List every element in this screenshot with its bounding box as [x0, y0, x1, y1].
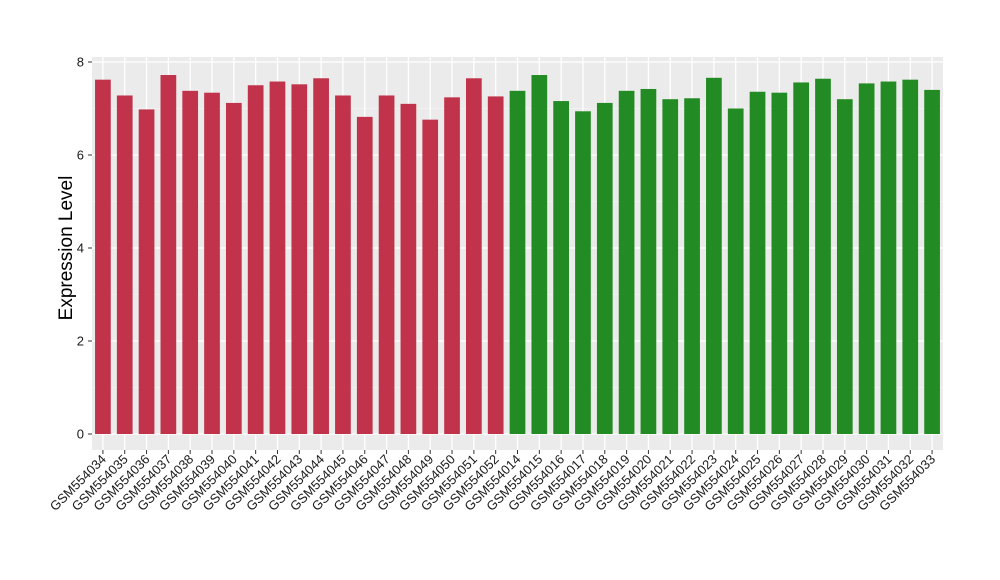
- bars: [95, 75, 940, 435]
- bar-GSM554030: [858, 83, 875, 434]
- bar-GSM554015: [531, 75, 548, 435]
- bar-GSM554025: [749, 91, 766, 434]
- y-tick-label: 6: [77, 148, 84, 163]
- bar-GSM554031: [880, 81, 897, 434]
- bar-GSM554017: [575, 111, 591, 434]
- bar-GSM554033: [924, 89, 940, 435]
- bar-GSM554029: [836, 99, 853, 434]
- bar-GSM554022: [684, 98, 700, 435]
- bar-GSM554019: [618, 90, 635, 434]
- bar-GSM554020: [640, 88, 657, 434]
- bar-GSM554048: [400, 103, 417, 434]
- bar-GSM554026: [771, 92, 788, 434]
- bar-GSM554047: [378, 95, 395, 434]
- bar-GSM554046: [356, 116, 373, 435]
- bar-GSM554043: [291, 84, 308, 434]
- bar-GSM554049: [422, 119, 439, 434]
- bar-GSM554039: [204, 92, 220, 434]
- bar-GSM554036: [138, 109, 155, 435]
- bar-GSM554052: [487, 96, 504, 434]
- bar-GSM554032: [902, 79, 919, 435]
- bar-GSM554037: [160, 75, 177, 435]
- bar-GSM554021: [662, 99, 679, 434]
- bar-GSM554034: [95, 79, 111, 435]
- bar-GSM554035: [116, 95, 133, 434]
- bar-GSM554050: [444, 97, 460, 434]
- x-axis: GSM554034GSM554035GSM554036GSM554037GSM5…: [47, 450, 938, 514]
- bar-GSM554038: [182, 90, 199, 434]
- y-tick-label: 8: [77, 55, 84, 70]
- bar-GSM554014: [509, 90, 526, 434]
- bar-GSM554016: [553, 101, 569, 434]
- y-tick-label: 2: [77, 334, 84, 349]
- bar-GSM554018: [596, 102, 613, 435]
- bar-GSM554045: [335, 95, 351, 434]
- bar-GSM554027: [793, 82, 810, 435]
- y-tick-label: 4: [77, 241, 84, 256]
- bar-GSM554028: [815, 78, 831, 435]
- y-tick-label: 0: [77, 427, 84, 442]
- bar-GSM554024: [727, 108, 744, 434]
- bar-GSM554051: [466, 78, 482, 435]
- bar-GSM554040: [225, 102, 242, 435]
- y-axis: 0 2 4 6 8: [77, 55, 92, 442]
- bar-GSM554023: [706, 77, 722, 434]
- bar-GSM554042: [269, 81, 286, 434]
- bar-GSM554041: [247, 85, 264, 434]
- y-axis-title: Expression Level: [56, 176, 77, 321]
- bar-GSM554044: [313, 78, 329, 435]
